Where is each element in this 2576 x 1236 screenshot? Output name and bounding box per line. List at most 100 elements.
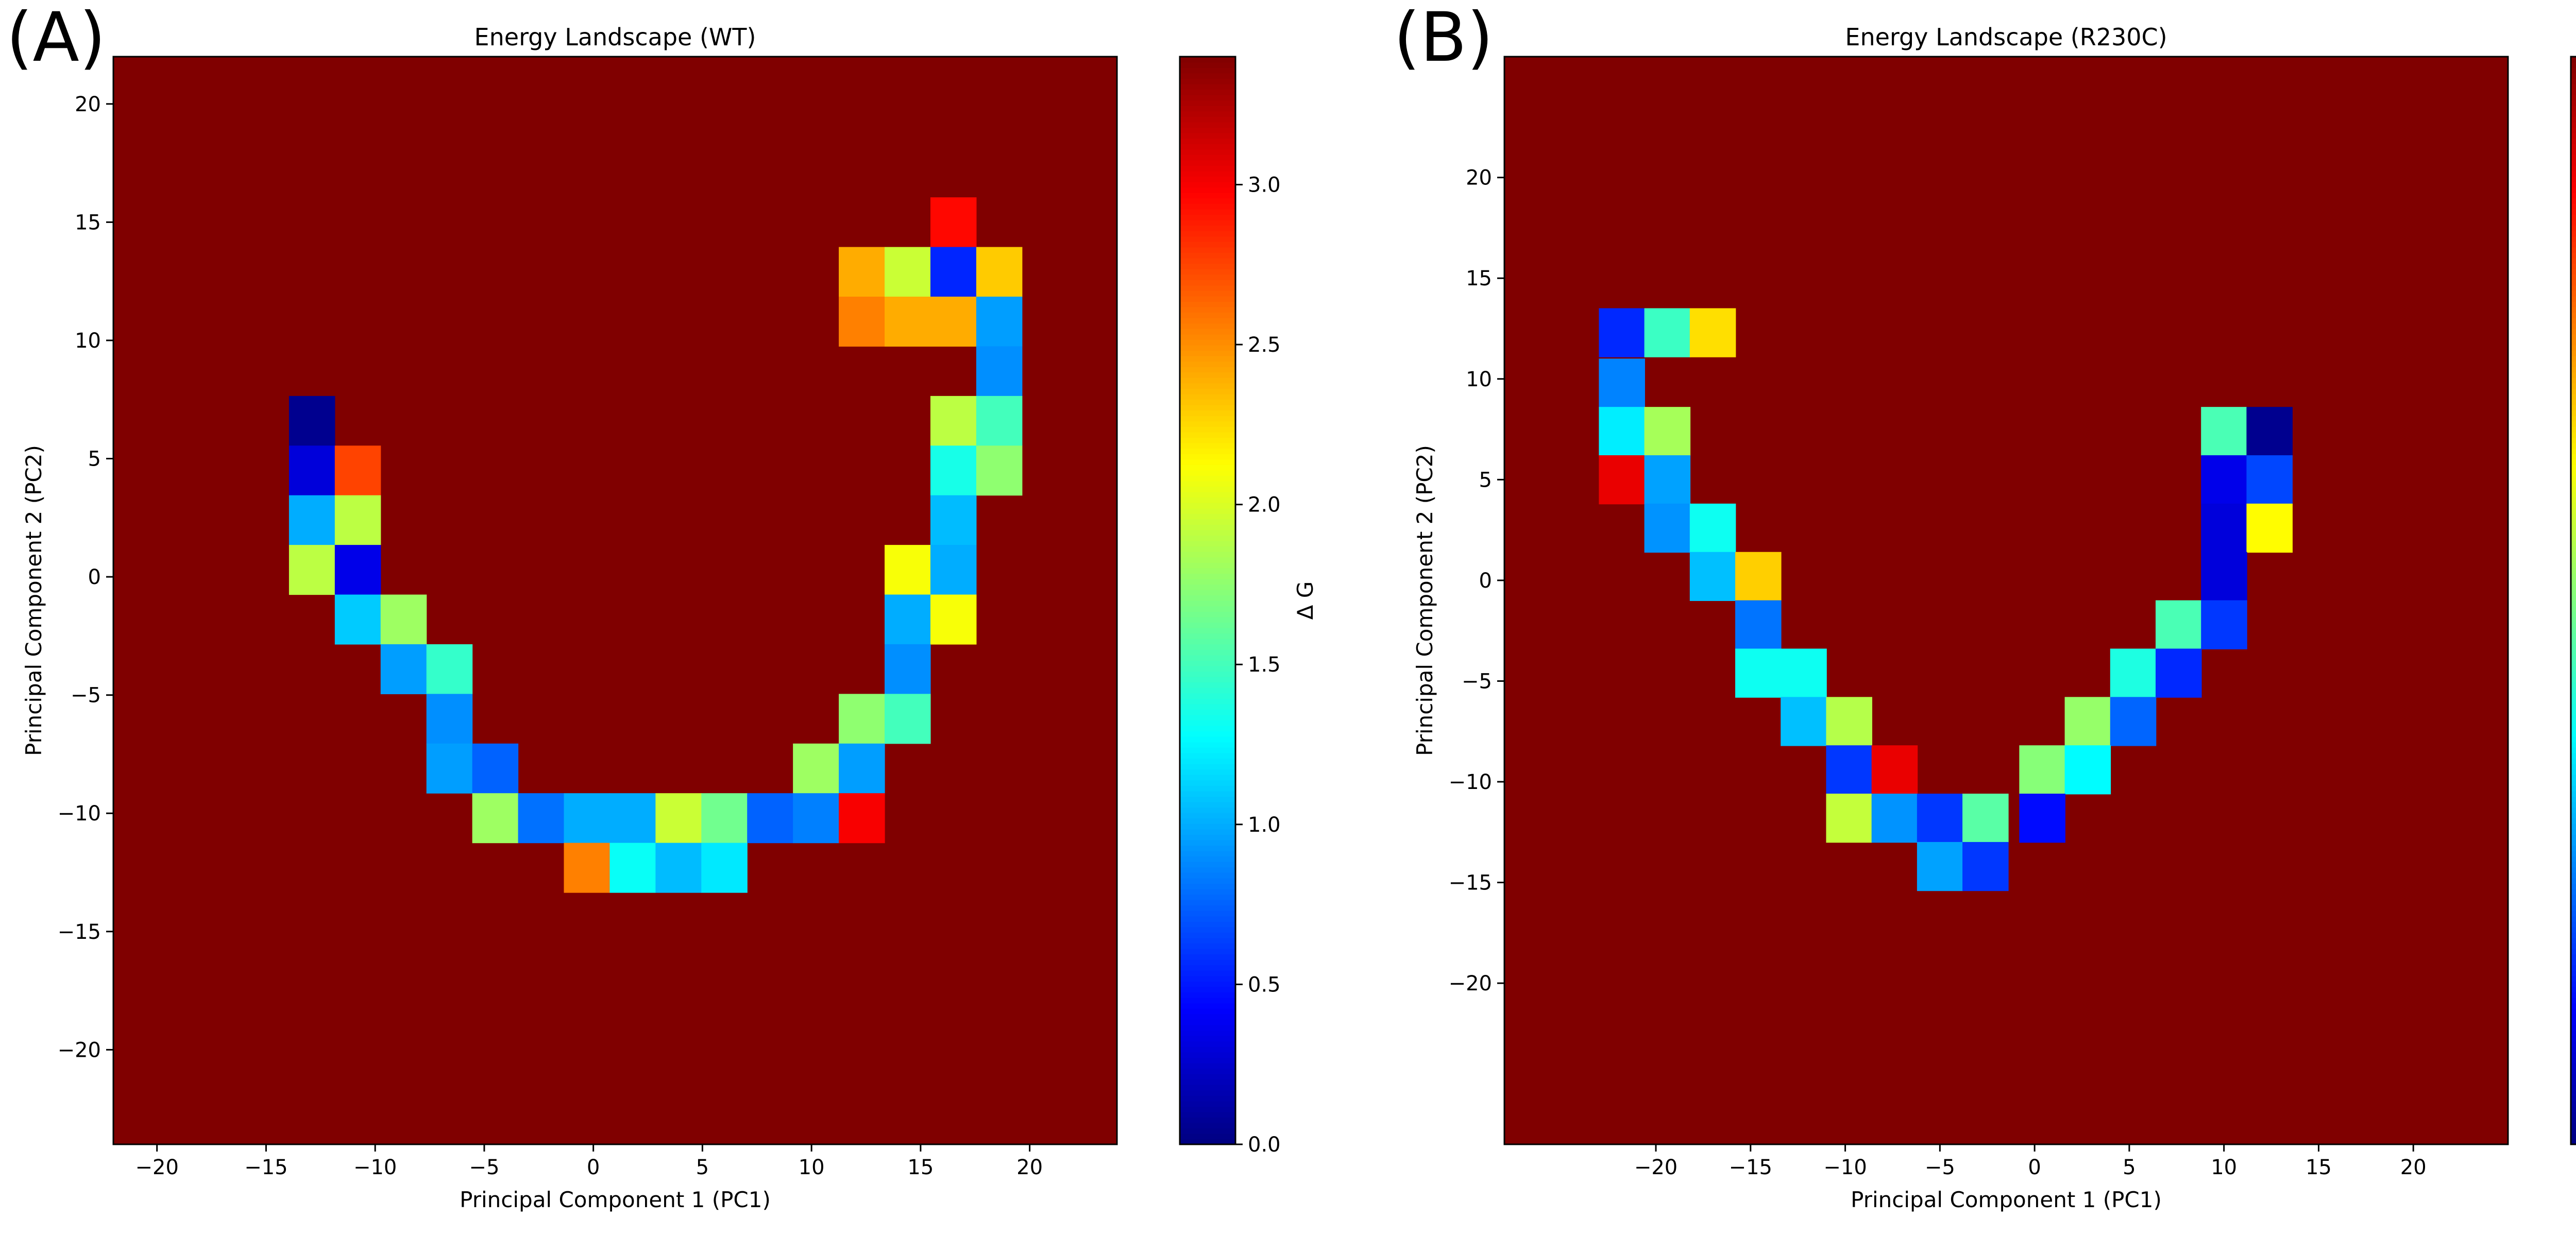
- heatmap-cell: [1735, 648, 1782, 698]
- colorbar-segment: [2571, 279, 2576, 286]
- colorbar-segment: [1180, 83, 1235, 90]
- colorbar-segment: [2571, 524, 2576, 530]
- heatmap-cell: [884, 297, 931, 347]
- colorbar-segment: [2571, 170, 2576, 177]
- heatmap-cell: [1871, 745, 1918, 795]
- colorbar-segment: [1180, 230, 1235, 237]
- colorbar-segment: [2571, 230, 2576, 237]
- x-tick-label: −15: [1729, 1156, 1772, 1179]
- y-axis-label: Principal Component 2 (PC2): [1412, 445, 1437, 756]
- colorbar-segment: [2571, 850, 2576, 857]
- colorbar-segment: [1180, 465, 1235, 471]
- colorbar-segment: [2571, 57, 2576, 63]
- heatmap-cell: [930, 545, 977, 595]
- colorbar-segment: [2571, 355, 2576, 362]
- colorbar-segment: [1180, 546, 1235, 552]
- colorbar-segment: [2571, 497, 2576, 503]
- y-tick-label: 15: [75, 211, 101, 234]
- colorbar-segment: [2571, 872, 2576, 879]
- colorbar-segment: [1180, 812, 1235, 819]
- y-tick-label: −15: [58, 920, 101, 944]
- chart-title: Energy Landscape (WT): [474, 23, 756, 51]
- colorbar-segment: [2571, 1041, 2576, 1047]
- heatmap-cell: [655, 843, 702, 893]
- colorbar-segment: [2571, 106, 2576, 112]
- colorbar-segment: [2571, 1111, 2576, 1118]
- y-tick-label: 0: [88, 565, 101, 589]
- colorbar-tick-label: 0.0: [1248, 1133, 1281, 1157]
- colorbar-segment: [1180, 905, 1235, 911]
- colorbar-segment: [2571, 513, 2576, 520]
- colorbar-segment: [1180, 203, 1235, 210]
- colorbar-segment: [1180, 176, 1235, 182]
- colorbar-segment: [1180, 671, 1235, 677]
- heatmap-cell: [380, 594, 427, 645]
- colorbar-segment: [1180, 573, 1235, 579]
- colorbar-segment: [2571, 383, 2576, 389]
- colorbar-segment: [1180, 334, 1235, 340]
- heatmap-cell: [1962, 794, 2009, 843]
- y-tick-label: 0: [1479, 569, 1492, 593]
- heatmap-cell: [884, 694, 931, 744]
- heatmap-cell: [1644, 455, 1691, 505]
- colorbar-segment: [2571, 296, 2576, 302]
- colorbar-segment: [1180, 965, 1235, 971]
- heatmap-cell: [426, 644, 473, 694]
- colorbar-segment: [1180, 62, 1235, 68]
- colorbar-segment: [1180, 747, 1235, 753]
- colorbar: 0.00.51.01.52.02.53.0Δ G: [2570, 56, 2576, 1145]
- plot-frame: [1503, 56, 2509, 1145]
- colorbar-segment: [2571, 829, 2576, 835]
- heatmap-cell: [2064, 697, 2111, 746]
- colorbar-segment: [2571, 415, 2576, 422]
- colorbar-segment: [2571, 611, 2576, 617]
- heatmap-cell: [655, 793, 702, 844]
- heatmap-cell: [884, 247, 931, 297]
- colorbar-segment: [1180, 214, 1235, 220]
- colorbar-segment: [2571, 633, 2576, 639]
- colorbar-segment: [1180, 888, 1235, 895]
- colorbar-segment: [1180, 1117, 1235, 1123]
- colorbar-segment: [1180, 426, 1235, 433]
- colorbar-segment: [2571, 774, 2576, 781]
- heatmap-cell: [701, 793, 748, 844]
- heatmap-cell: [426, 694, 473, 744]
- colorbar-segment: [1180, 535, 1235, 541]
- colorbar-segment: [1180, 475, 1235, 482]
- heatmap-cell: [884, 545, 931, 595]
- heatmap-cell: [564, 793, 611, 844]
- colorbar-segment: [1180, 562, 1235, 569]
- colorbar-segment: [1180, 78, 1235, 84]
- colorbar-segment: [1180, 301, 1235, 307]
- colorbar-segment: [1180, 725, 1235, 732]
- y-tick-label: 10: [1466, 368, 1492, 391]
- heatmap-cell: [2201, 552, 2247, 601]
- heatmap-cell: [976, 297, 1023, 347]
- colorbar-segment: [1180, 89, 1235, 95]
- colorbar-segment: [2571, 339, 2576, 346]
- colorbar-segment: [1180, 480, 1235, 487]
- heatmap-cell: [2201, 407, 2247, 456]
- heatmap-cell: [839, 247, 885, 297]
- colorbar-segment: [1180, 894, 1235, 900]
- heatmap-cell: [334, 545, 381, 595]
- colorbar-segment: [2571, 937, 2576, 944]
- colorbar-segment: [2571, 660, 2576, 666]
- colorbar-segment: [2571, 535, 2576, 541]
- colorbar-segment: [1180, 780, 1235, 786]
- colorbar-segment: [2571, 845, 2576, 851]
- colorbar-segment: [1180, 388, 1235, 394]
- colorbar-segment: [1180, 111, 1235, 117]
- x-axis-label: Principal Component 1 (PC1): [1851, 1187, 2162, 1212]
- colorbar-segment: [2571, 703, 2576, 710]
- colorbar-segment: [2571, 165, 2576, 171]
- colorbar-segment: [1180, 823, 1235, 830]
- heatmap-cell: [839, 694, 885, 744]
- colorbar-segment: [1180, 975, 1235, 982]
- heatmap-cell: [930, 495, 977, 545]
- colorbar-segment: [2571, 638, 2576, 645]
- colorbar-segment: [2571, 94, 2576, 101]
- colorbar-segment: [2571, 698, 2576, 705]
- colorbar-segment: [1180, 818, 1235, 824]
